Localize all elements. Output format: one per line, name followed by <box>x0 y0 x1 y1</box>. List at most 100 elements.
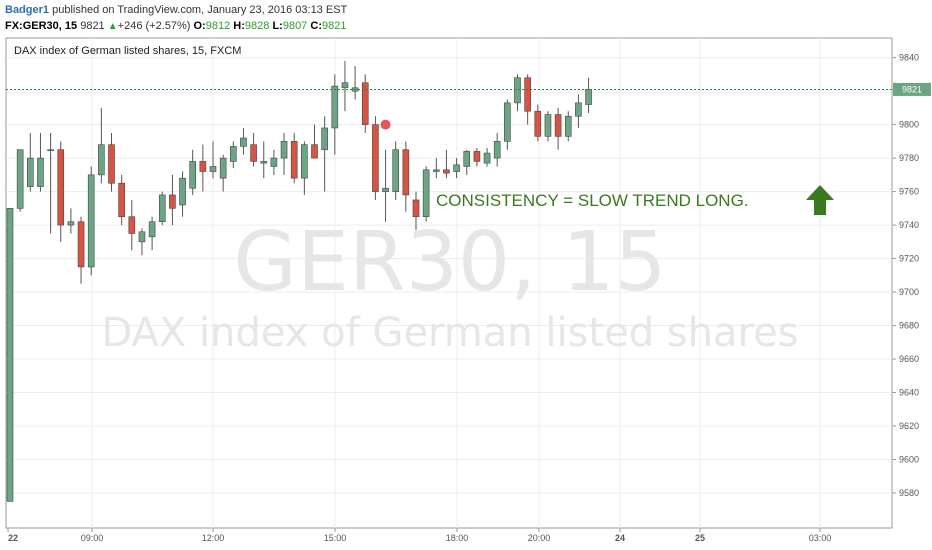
last-price-tag-label: 9821 <box>902 84 922 94</box>
candle <box>230 141 237 169</box>
x-tick-label: 18:00 <box>446 533 469 543</box>
price-axis[interactable]: 9580 9600 9620 9640 9660 9680 9700 9720 9740 9760… <box>892 53 919 498</box>
y-tick-label: 9760 <box>899 187 919 197</box>
y-tick-label: 9840 <box>899 53 919 63</box>
candle-body <box>564 115 572 137</box>
candle-body <box>392 149 400 192</box>
y-tick-label: 9740 <box>899 220 919 230</box>
candle-body <box>311 144 318 159</box>
candle-body <box>554 114 562 137</box>
candle <box>382 149 389 222</box>
candle-body <box>87 174 95 268</box>
candle-body <box>37 157 44 187</box>
chart-title: DAX index of German listed shares, 15, F… <box>14 45 241 57</box>
candle-body <box>179 177 186 206</box>
signal-dot-marker <box>380 119 391 130</box>
candle-body <box>493 141 501 159</box>
author-link[interactable]: Badger1 <box>5 4 50 16</box>
candle <box>311 124 318 159</box>
candle-body <box>250 144 257 162</box>
candle-body <box>98 144 105 176</box>
candle <box>341 60 349 112</box>
y-tick-label: 9720 <box>899 254 919 264</box>
candle <box>158 191 166 226</box>
last-price-tag: 9821 <box>893 82 931 96</box>
candle-body <box>128 216 136 234</box>
candle-body <box>16 149 24 209</box>
candle <box>138 228 146 256</box>
candle-body <box>209 166 217 172</box>
candle <box>209 141 217 179</box>
candle-body <box>331 85 339 129</box>
candle <box>361 74 369 133</box>
close-value: 9821 <box>321 20 347 32</box>
candle <box>585 77 592 113</box>
candle-body <box>240 137 247 147</box>
candle-body <box>169 194 176 209</box>
candle <box>280 132 288 175</box>
candle-body <box>219 157 227 179</box>
annotation-text[interactable]: CONSISTENCY = SLOW TREND LONG. <box>436 191 749 210</box>
y-tick-label: 9700 <box>899 287 919 297</box>
candle <box>544 111 552 142</box>
candle <box>392 141 400 200</box>
watermark-description: DAX index of German listed shares <box>101 310 798 356</box>
candle-body <box>361 82 369 125</box>
candle-body <box>382 187 389 192</box>
candle <box>554 107 562 150</box>
candle-body <box>341 82 349 89</box>
candle-body <box>544 114 552 137</box>
open-value: 9812 <box>205 20 231 32</box>
last-price: 9821 <box>80 20 105 32</box>
up-arrow-icon <box>806 185 834 215</box>
candle-body <box>189 161 196 189</box>
candle-body <box>585 89 592 105</box>
candle <box>575 94 582 128</box>
candle-body <box>199 161 207 172</box>
candle <box>199 144 207 192</box>
candle <box>331 74 339 155</box>
candle <box>260 141 268 179</box>
candle <box>402 141 410 212</box>
up-arrow-icon: ▲ <box>107 21 118 32</box>
quote-bar: FX:GER30, 15 9821 ▲+246 (+2.57%) O:9812 … <box>5 20 346 32</box>
candle-body <box>47 149 54 152</box>
candle <box>26 132 34 192</box>
y-tick-label: 9600 <box>899 455 919 465</box>
candle <box>87 166 95 276</box>
candle-body <box>301 144 308 179</box>
candle <box>534 104 542 142</box>
candle-body <box>26 157 34 187</box>
plot-frame <box>5 37 893 529</box>
candle-body <box>575 102 582 117</box>
candle-body <box>138 231 146 243</box>
candle <box>514 74 521 112</box>
x-tick-label: 20:00 <box>528 533 551 543</box>
candle <box>37 132 44 192</box>
candle-body <box>422 169 430 218</box>
candle <box>179 171 186 217</box>
x-tick-label: 24 <box>615 533 625 543</box>
high-label: H: <box>233 20 245 32</box>
candle <box>240 127 247 155</box>
candle <box>6 208 14 502</box>
candle <box>422 166 430 222</box>
candle <box>250 132 257 167</box>
candle-body <box>483 152 491 164</box>
candle <box>432 158 440 179</box>
y-tick-label: 9800 <box>899 120 919 130</box>
candle <box>128 199 136 251</box>
candle-body <box>158 194 166 223</box>
candle-body <box>504 102 511 142</box>
publish-text: published on TradingView.com, January 23… <box>52 4 348 16</box>
candle <box>301 141 308 195</box>
candle <box>493 132 501 167</box>
time-axis[interactable]: 22 09:00 12:00 15:00 18:00 20:00 24 25 03:00 <box>7 528 831 543</box>
candle <box>77 216 85 284</box>
candle <box>98 107 105 184</box>
candle <box>443 149 450 179</box>
y-tick-label: 9680 <box>899 321 919 331</box>
candle-body <box>514 77 521 104</box>
symbol-label: FX:GER30, 15 <box>5 20 78 32</box>
